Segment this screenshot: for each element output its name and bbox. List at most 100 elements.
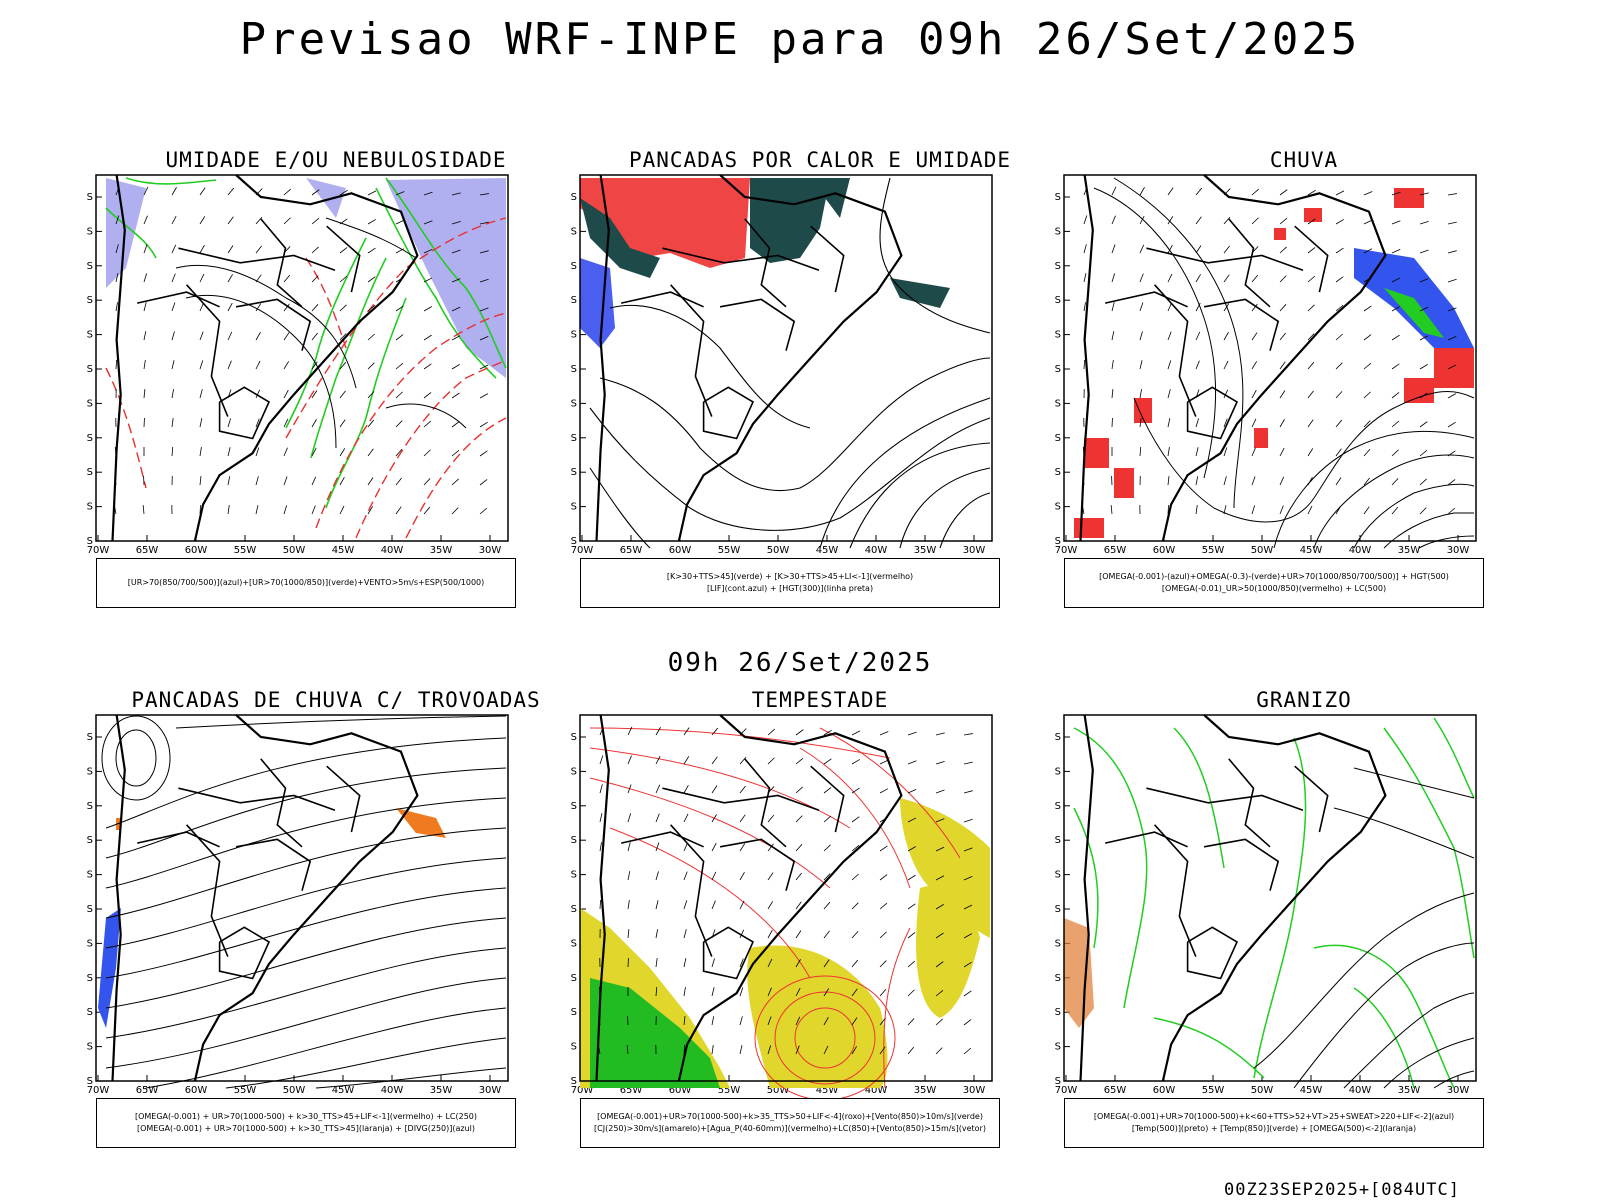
wind-arrow (795, 786, 803, 794)
wind-arrow (1139, 273, 1144, 283)
wind-arrow (479, 250, 489, 254)
wind-arrow (1251, 447, 1256, 457)
wind-arrow (395, 391, 403, 399)
wind-arrow (1251, 389, 1257, 399)
panel-legend: [UR>70(850/700/500)](azul)+[UR>70(1000/8… (96, 558, 516, 608)
wind-arrow (1279, 332, 1286, 341)
lon-tick-label: 45W (1300, 545, 1323, 556)
wind-arrow (627, 784, 632, 794)
lat-tick-label: 15S (570, 766, 577, 777)
wind-arrow (739, 843, 746, 852)
wind-arrow (479, 393, 489, 399)
lat-tick-label: 24S (1054, 330, 1061, 341)
wind-arrow (1307, 361, 1315, 370)
state-border (744, 758, 787, 848)
wind-arrow (1363, 362, 1372, 370)
wind-arrow (1447, 250, 1457, 254)
wind-arrow (963, 1047, 972, 1055)
lon-tick-label: 70W (571, 545, 594, 556)
state-border (1154, 824, 1197, 957)
wind-arrow (879, 731, 889, 736)
wind-arrow (339, 247, 348, 254)
state-border (662, 787, 820, 811)
wind-arrow (655, 784, 661, 794)
map-chuva: 12S 15S 18S 21S 24S 27S 30S 33S 36S 39S 42S70W 65W 6… (1054, 174, 1477, 556)
wind-arrow (367, 190, 377, 196)
wind-arrow (451, 421, 460, 428)
wind-arrow (1391, 248, 1401, 254)
wind-arrow (1279, 246, 1287, 254)
wind-arrow (255, 216, 263, 225)
wind-arrow (907, 874, 916, 881)
lon-tick-label: 40W (381, 1085, 404, 1096)
wind-arrow (907, 903, 916, 910)
axis-labels: 12S 15S 18S 21S 24S 27S 30S 33S 36S 39S 42S70W 65W 6… (570, 192, 985, 556)
lat-tick-label: 18S (86, 261, 93, 272)
wind-arrow (1419, 221, 1429, 225)
lon-tick-label: 65W (620, 1085, 643, 1096)
lon-tick-label: 65W (1104, 1085, 1127, 1096)
state-border (178, 247, 336, 271)
wind-arrow (339, 476, 345, 486)
wind-arrow (1139, 446, 1142, 457)
wind-arrow (1167, 187, 1174, 196)
legend-line-2: [Temp(500)](preto) + [Temp(850)](verde) … (1131, 1124, 1417, 1133)
wind-arrow (1391, 334, 1400, 341)
wind-arrow (1419, 364, 1428, 370)
lon-tick-label: 55W (1202, 1085, 1225, 1096)
wind-arrow (1279, 447, 1285, 457)
wind-arrow (311, 189, 320, 196)
lon-tick-label: 60W (185, 545, 208, 556)
lon-tick-label: 60W (1153, 1085, 1176, 1096)
wind-arrow (1083, 302, 1086, 312)
state-border (810, 225, 845, 293)
wind-arrow (767, 872, 774, 881)
wind-arrow (143, 244, 148, 254)
wind-arrow (1167, 331, 1172, 341)
panel-title: CHUVA (1269, 148, 1339, 172)
wind-arrow (879, 960, 887, 968)
wind-arrow (1251, 361, 1258, 370)
wind-arrow (479, 421, 488, 428)
wind-arrow (1335, 506, 1341, 515)
field-shading (1074, 188, 1474, 538)
wind-arrow (823, 815, 832, 823)
wind-arrow (879, 845, 888, 852)
wind-arrow (423, 392, 432, 399)
wind-arrow (823, 930, 830, 939)
wind-arrow (711, 727, 719, 736)
lat-tick-label: 18S (1054, 801, 1061, 812)
wind-arrow (1307, 390, 1314, 399)
wind-arrow (711, 1016, 715, 1026)
wind-arrow (479, 450, 488, 457)
wind-arrow (171, 187, 177, 196)
lon-tick-label: 60W (669, 545, 692, 556)
lat-tick-label: 21S (1054, 835, 1061, 846)
state-border (719, 298, 796, 351)
wind-arrow (739, 929, 745, 939)
wind-arrow (1279, 476, 1285, 486)
wind-arrow (1223, 274, 1230, 283)
lon-tick-label: 65W (1104, 545, 1127, 556)
wind-arrow (311, 217, 320, 225)
wind-arrow (423, 306, 433, 312)
lon-tick-label: 35W (1398, 1085, 1421, 1096)
wind-arrow (255, 331, 261, 341)
wind-arrow (823, 901, 831, 910)
wind-arrow (1447, 193, 1457, 196)
field-shading (106, 178, 506, 378)
state-border (702, 926, 755, 980)
wind-arrow (1167, 389, 1171, 399)
wind-arrow (1335, 247, 1344, 254)
panel-legend: [K>30+TTS>45](verde) + [K>30+TTS>45+LI<-… (580, 558, 1000, 608)
lon-tick-label: 55W (718, 1085, 741, 1096)
wind-arrow (1307, 218, 1316, 225)
wind-arrow (851, 902, 859, 910)
wind-arrow (227, 245, 234, 254)
lat-tick-label: 21S (1054, 295, 1061, 306)
wind-arrow (1391, 306, 1401, 312)
wind-arrow (1307, 333, 1315, 341)
wind-arrow (767, 901, 774, 910)
lon-tick-label: 60W (1153, 545, 1176, 556)
wind-arrow (907, 932, 916, 939)
